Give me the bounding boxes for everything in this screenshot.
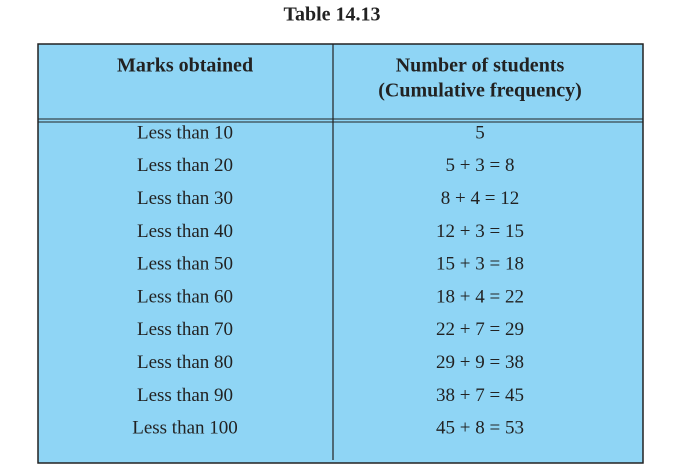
table-cell: 15 + 3 = 18 — [436, 254, 524, 275]
table: Marks obtained Number of students (Cumulat… — [117, 55, 582, 439]
table-cell: 45 + 8 = 53 — [436, 418, 524, 439]
table-frame — [37, 43, 644, 464]
table-cell: 8 + 4 = 12 — [441, 188, 519, 209]
table-cell: Less than 10 — [137, 122, 233, 143]
table-cell: Less than 50 — [137, 254, 233, 275]
table-cell: 5 — [475, 122, 485, 143]
table-cell: 29 + 9 = 38 — [436, 352, 524, 373]
table-cell: 22 + 7 = 29 — [436, 319, 524, 340]
table-cell: Less than 90 — [137, 385, 233, 406]
header-cell: Marks obtained — [117, 55, 253, 77]
table-cell: 5 + 3 = 8 — [446, 155, 515, 176]
table-cell: Less than 40 — [137, 221, 233, 242]
table-cell: Less than 60 — [137, 286, 233, 307]
header-cell: (Cumulative frequency) — [378, 80, 582, 102]
table-title: Table 14.13 — [283, 4, 380, 26]
table-cell: Less than 100 — [132, 418, 238, 439]
header-cell: Number of students — [396, 55, 565, 77]
table-cell: 18 + 4 = 22 — [436, 286, 524, 307]
table-cell: 38 + 7 = 45 — [436, 385, 524, 406]
table-cell: Less than 80 — [137, 352, 233, 373]
table-cell: Less than 20 — [137, 155, 233, 176]
table-cell: Less than 70 — [137, 319, 233, 340]
table-cell: 12 + 3 = 15 — [436, 221, 524, 242]
table-cell: Less than 30 — [137, 188, 233, 209]
